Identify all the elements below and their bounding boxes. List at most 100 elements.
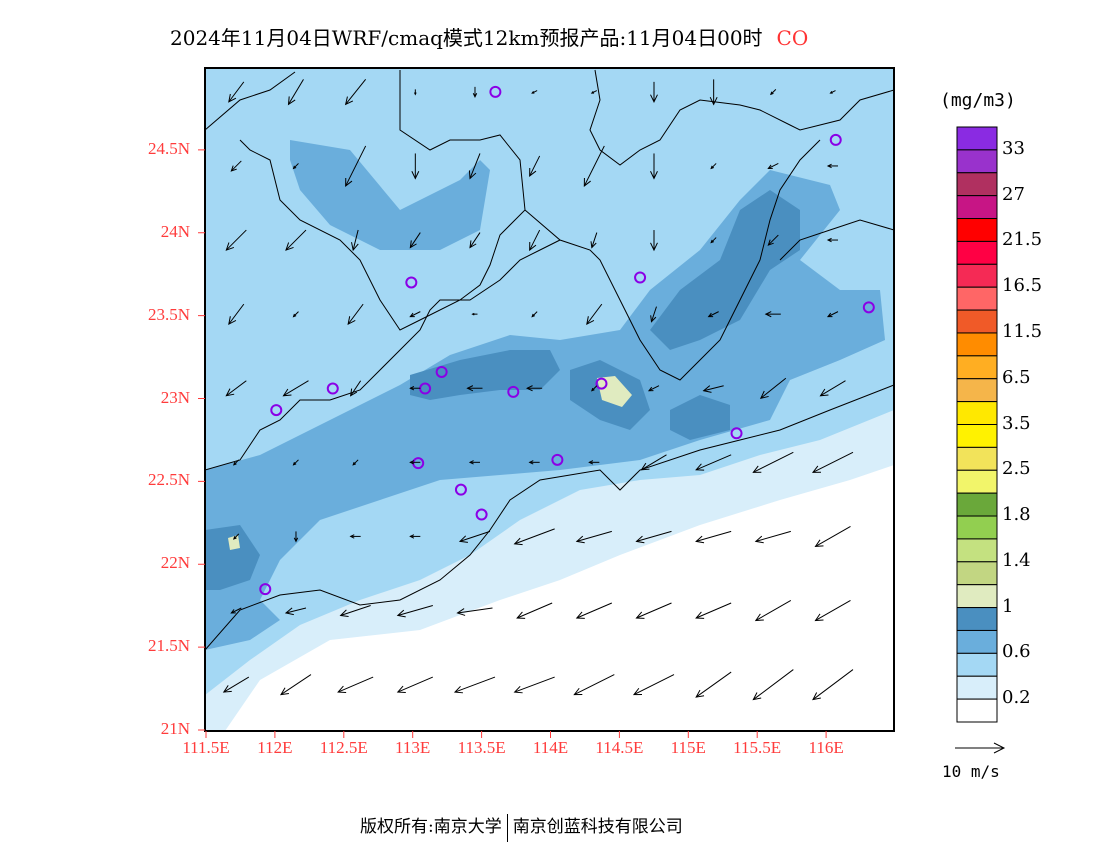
- colorbar-swatch: [956, 332, 998, 357]
- wind-arrow: [233, 533, 240, 540]
- level-0-sea: [225, 465, 894, 731]
- station-marker: [454, 483, 467, 496]
- colorbar-label: 1.8: [1002, 504, 1031, 526]
- wind-arrow: [293, 531, 299, 543]
- wind-arrow: [647, 385, 660, 392]
- wind-arrow: [710, 163, 717, 170]
- wind-arrow: [826, 311, 839, 318]
- station-marker: [551, 453, 564, 466]
- x-tick-label: 116E: [808, 738, 844, 757]
- y-tick-label: 21N: [160, 719, 190, 738]
- colorbar-swatch: [956, 172, 998, 197]
- station-marker: [634, 271, 647, 284]
- wind-arrow: [650, 230, 658, 252]
- station-markers: [259, 85, 875, 596]
- colorbar-label: 27: [1002, 183, 1025, 205]
- colorbar-swatch: [956, 240, 998, 265]
- wind-arrow: [575, 602, 613, 619]
- wind-arrow: [635, 530, 672, 544]
- wind-arrow: [345, 145, 367, 187]
- province-border: [329, 239, 561, 401]
- copyright-footer: 版权所有:南京大学 南京创蓝科技有限公司: [360, 812, 683, 842]
- colorbar-swatch: [956, 218, 998, 242]
- colorbar-label: 0.6: [1002, 641, 1031, 663]
- wind-arrow: [632, 674, 675, 696]
- wind-arrow: [754, 600, 792, 622]
- colorbar-swatch: [956, 515, 998, 540]
- colorbar-swatch: [956, 492, 998, 517]
- colorbar-label: 2.5: [1002, 458, 1031, 480]
- wind-arrow: [575, 530, 612, 544]
- wind-arrow: [829, 90, 836, 94]
- wind-arrow: [352, 459, 359, 466]
- wind-arrow: [468, 460, 480, 465]
- wind-arrow: [337, 676, 374, 693]
- wind-arrow: [347, 303, 364, 326]
- wind-arrow: [529, 229, 541, 252]
- colorbar-swatch: [956, 538, 998, 563]
- map-frame: [204, 67, 895, 732]
- wind-arrow: [396, 605, 433, 618]
- wind-arrow: [409, 311, 421, 318]
- station-marker: [829, 133, 842, 146]
- wind-arrow: [287, 79, 304, 106]
- wind-arrow: [222, 676, 250, 693]
- x-tick-label: 111.5E: [182, 738, 230, 757]
- wind-arrow: [351, 229, 359, 252]
- axis-ticks: [198, 149, 827, 738]
- colorbar-swatch: [956, 126, 998, 151]
- wind-arrow: [710, 237, 717, 244]
- wind-arrow: [819, 380, 846, 397]
- wind-arrow: [285, 229, 307, 251]
- wind-arrow: [284, 607, 307, 616]
- station-marker: [270, 404, 283, 417]
- y-tick-label: 24.5N: [147, 138, 190, 158]
- colorbar-swatch: [956, 401, 998, 426]
- y-tick-label: 21.5N: [147, 636, 190, 656]
- wind-arrow: [472, 86, 478, 99]
- map-title: 2024年11月04日WRF/cmaq模式12km预报产品:11月04日00时 C…: [170, 22, 808, 51]
- wind-arrow: [339, 605, 371, 618]
- wind-arrow: [767, 163, 779, 169]
- wind-arrow: [586, 303, 603, 326]
- wind-arrow: [695, 454, 732, 471]
- station-marker: [405, 276, 418, 289]
- wind-arrow: [413, 89, 417, 96]
- colorbar-swatch: [956, 424, 998, 448]
- x-tick-label: 115E: [670, 738, 706, 757]
- wind-arrow: [233, 459, 240, 466]
- wind-arrow: [640, 454, 667, 471]
- province-border: [205, 71, 296, 131]
- colorbar-label: 1: [1002, 595, 1014, 617]
- wind-arrow: [590, 90, 598, 94]
- colorbar-label: 33: [1002, 137, 1025, 159]
- colorbar-label: 0.2: [1002, 687, 1031, 709]
- colorbar-swatch: [956, 195, 998, 220]
- wind-arrow: [573, 674, 615, 696]
- wind-arrow: [529, 155, 541, 177]
- level-1.0-blob-d: [670, 395, 730, 440]
- colorbar-swatch: [956, 469, 998, 494]
- wind-arrow: [513, 676, 555, 694]
- wind-arrow: [280, 674, 312, 696]
- wind-arrow: [225, 229, 247, 251]
- colorbar-swatch: [956, 698, 998, 723]
- station-marker: [862, 301, 875, 314]
- wind-arrow: [709, 79, 718, 106]
- wind-arrow: [650, 153, 658, 180]
- colorbar-label: 3.5: [1002, 412, 1031, 434]
- wind-arrow: [456, 607, 493, 616]
- wind-arrow: [812, 669, 854, 701]
- wind-arrow: [526, 385, 543, 392]
- wind-arrow: [531, 311, 538, 318]
- wind-arrow: [707, 311, 719, 318]
- station-marker: [259, 583, 272, 596]
- y-tick-label: 24N: [160, 221, 190, 241]
- wind-arrow: [282, 380, 309, 397]
- wind-arrow: [411, 153, 420, 180]
- wind-arrow: [516, 602, 553, 619]
- wind-arrow: [754, 530, 791, 544]
- wind-arrow: [225, 380, 247, 397]
- y-tick-label: 23.5N: [147, 304, 190, 324]
